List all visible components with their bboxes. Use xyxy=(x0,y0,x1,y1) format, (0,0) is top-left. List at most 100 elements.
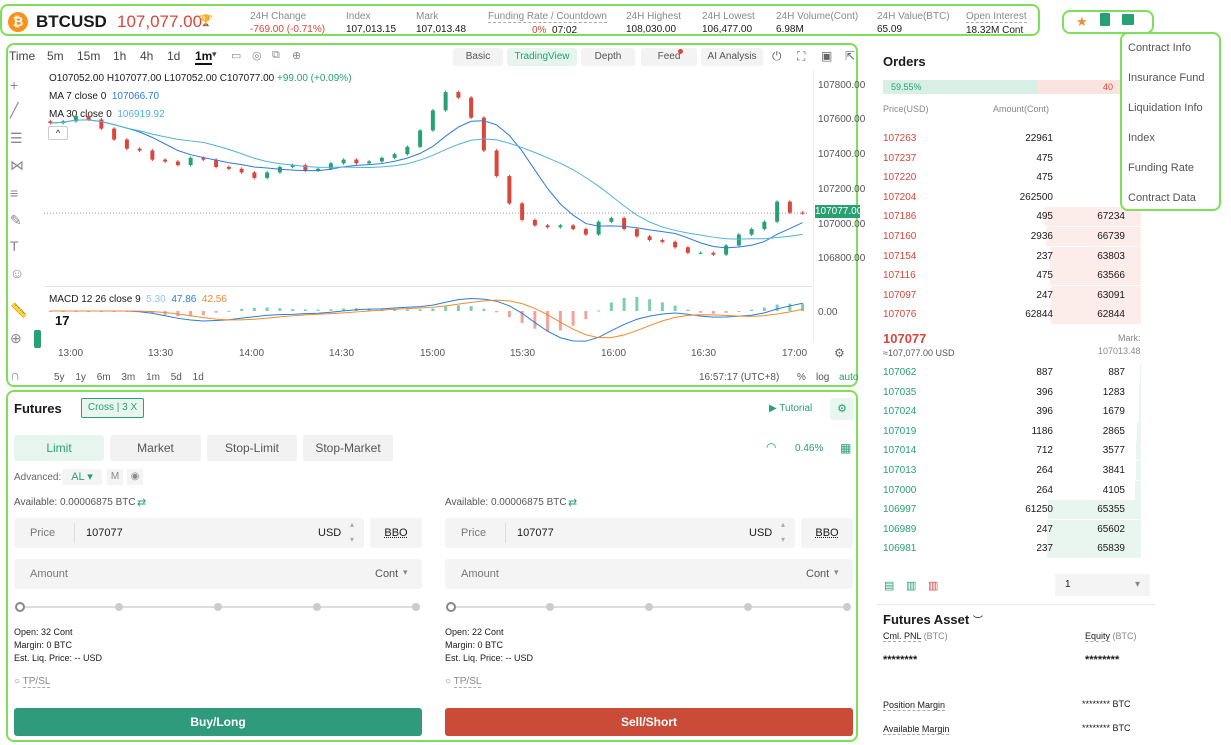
orderbook-row[interactable]: 107000 264 4105 xyxy=(883,480,1141,500)
transfer-icon-left[interactable]: ⇄ xyxy=(137,497,147,509)
stat-funding-rate[interactable]: Funding Rate / Countdown 0% 07:02 xyxy=(488,11,607,36)
tutorial-link[interactable]: ▶ Tutorial xyxy=(769,403,813,414)
indicator-icon[interactable]: ◎ xyxy=(252,50,262,62)
range-5d[interactable]: 5d xyxy=(170,372,182,383)
orderbook-row[interactable]: 107097 247 63091 xyxy=(883,285,1141,305)
orderbook-row[interactable]: 107237 4753 xyxy=(883,149,1141,168)
cross-leverage-button[interactable]: Cross | 3 X xyxy=(81,398,144,418)
pattern-icon[interactable]: ⋈ xyxy=(10,157,24,173)
range-1y[interactable]: 1y xyxy=(75,372,86,383)
tf-1m[interactable]: 1m xyxy=(195,49,213,65)
tf-1h[interactable]: 1h xyxy=(113,49,127,63)
collapse-toolbar-handle[interactable] xyxy=(34,330,41,348)
advanced-m-button[interactable]: M xyxy=(107,469,123,485)
tf-1d[interactable]: 1d xyxy=(167,49,181,63)
stepper-down-icon[interactable]: ▾ xyxy=(781,535,786,544)
asset-title[interactable]: Futures Asset ︶ xyxy=(883,612,983,627)
orderbook-row[interactable]: 107220 4753 xyxy=(883,168,1141,187)
stepper-up-icon[interactable]: ▴ xyxy=(781,520,786,529)
orderbook-row[interactable]: 106989 247 65602 xyxy=(883,519,1141,539)
orderbook-row[interactable]: 107160 2936 66739 xyxy=(883,227,1141,246)
scale-log[interactable]: log xyxy=(816,372,830,383)
range-6m[interactable]: 6m xyxy=(96,372,111,383)
tf-4h[interactable]: 4h xyxy=(140,49,154,63)
orderbook-row[interactable]: 107263 229612 xyxy=(883,129,1141,148)
stat-open-interest[interactable]: Open Interest 18.32M Cont xyxy=(966,11,1027,36)
chevron-down-icon[interactable]: ▾ xyxy=(212,49,217,59)
ruler-icon[interactable]: 📏 xyxy=(10,302,28,318)
view-depth[interactable]: Depth xyxy=(581,48,635,66)
orderbook-row[interactable]: 107076 62844 62844 xyxy=(883,305,1141,325)
tab-stop-limit[interactable]: Stop-Limit xyxy=(207,435,297,461)
book-asks-icon[interactable]: ▥ xyxy=(928,580,939,592)
amount-input-right[interactable]: Amount Cont ▾ xyxy=(445,559,853,589)
sell-short-button[interactable]: Sell/Short xyxy=(445,708,853,736)
magnet-icon[interactable]: ∩ xyxy=(10,367,21,383)
stepper-down-icon[interactable]: ▾ xyxy=(350,535,355,544)
orderbook-row[interactable]: 107019 1186 2865 xyxy=(883,421,1141,441)
futures-settings-icon[interactable]: ⚙ xyxy=(830,398,854,420)
orderbook-row[interactable]: 106997 61250 65355 xyxy=(883,500,1141,520)
book-icon[interactable] xyxy=(1100,13,1110,26)
slider-handle-left[interactable] xyxy=(15,602,25,612)
menu-contract-data[interactable]: Contract Data xyxy=(1128,192,1196,204)
tpsl-checkbox-right[interactable]: ○ TP/SL xyxy=(445,676,482,688)
view-feed[interactable]: Feed xyxy=(641,48,697,66)
tpsl-checkbox-left[interactable]: ○ TP/SL xyxy=(14,676,51,688)
view-ai-analysis[interactable]: AI Analysis xyxy=(701,48,763,66)
depth-select[interactable]: 1 ▾ xyxy=(1055,574,1150,596)
eye-icon[interactable]: ◉ xyxy=(127,469,143,485)
transfer-icon-right[interactable]: ⇄ xyxy=(568,497,578,509)
fullscreen-icon[interactable]: ⛶ xyxy=(797,49,806,63)
price-input-left[interactable]: Price 107077 USD ▴ ▾ xyxy=(14,518,364,548)
add-icon[interactable]: ⊕ xyxy=(292,50,302,62)
fib-icon[interactable]: ≡ xyxy=(10,185,19,201)
zoom-icon[interactable]: ⊕ xyxy=(10,330,22,346)
amount-input-left[interactable]: Amount Cont ▾ xyxy=(14,559,422,589)
chevron-down-icon[interactable]: ▾ xyxy=(403,567,408,577)
chevron-down-icon[interactable]: ▾ xyxy=(834,567,839,577)
symbol-selector[interactable]: BTCUSD xyxy=(36,12,107,31)
tab-limit[interactable]: Limit xyxy=(14,435,104,461)
text-icon[interactable]: T xyxy=(10,238,19,254)
brush-icon[interactable]: ✎ xyxy=(10,212,22,228)
chart-settings-icon[interactable]: ⚙ xyxy=(834,346,845,360)
bbo-button-right[interactable]: BBO xyxy=(801,518,853,548)
tf-5m[interactable]: 5m xyxy=(47,49,64,63)
menu-insurance-fund[interactable]: Insurance Fund xyxy=(1128,72,1205,84)
range-5y[interactable]: 5y xyxy=(54,372,65,383)
scale-percent[interactable]: % xyxy=(797,372,806,383)
buy-long-button[interactable]: Buy/Long xyxy=(14,708,422,736)
view-tradingview[interactable]: TradingView xyxy=(507,48,577,66)
bbo-button-left[interactable]: BBO xyxy=(370,518,422,548)
orderbook-row[interactable]: 107024 396 1679 xyxy=(883,402,1141,422)
menu-index[interactable]: Index xyxy=(1128,132,1155,144)
collapse-legend-button[interactable]: ^ xyxy=(48,126,68,140)
view-basic[interactable]: Basic xyxy=(453,48,503,66)
power-icon[interactable]: ⏻ xyxy=(772,49,782,63)
orderbook-row[interactable]: 107014 712 3577 xyxy=(883,441,1141,461)
book-bids-icon[interactable]: ▥ xyxy=(906,580,917,592)
tf-time[interactable]: Time xyxy=(9,49,36,63)
stepper-up-icon[interactable]: ▴ xyxy=(350,520,355,529)
slider-handle-right[interactable] xyxy=(446,602,456,612)
orderbook-row[interactable]: 107154 237 63803 xyxy=(883,246,1141,266)
orderbook-row[interactable]: 106981 237 65839 xyxy=(883,539,1141,559)
tab-market[interactable]: Market xyxy=(110,435,201,461)
crosshair-icon[interactable]: + xyxy=(10,77,19,93)
horizontal-lines-icon[interactable]: ☰ xyxy=(10,130,23,146)
orderbook-row[interactable]: 107116 475 63566 xyxy=(883,266,1141,286)
emoji-icon[interactable]: ☺ xyxy=(10,265,25,281)
menu-liquidation-info[interactable]: Liquidation Info xyxy=(1128,102,1203,114)
book-both-icon[interactable]: ▤ xyxy=(884,580,895,592)
mail-icon[interactable] xyxy=(1122,14,1134,25)
price-chart-svg[interactable] xyxy=(44,70,814,345)
orderbook-row[interactable]: 107062 887 887 xyxy=(883,363,1141,382)
star-icon[interactable]: ★ xyxy=(1076,14,1088,29)
compare-icon[interactable]: ⧉ xyxy=(272,49,280,61)
range-1d[interactable]: 1d xyxy=(192,372,204,383)
tab-stop-market[interactable]: Stop-Market xyxy=(303,435,393,461)
orderbook-row[interactable]: 107186 495 67234 xyxy=(883,207,1141,227)
layout-icon[interactable]: ▣ xyxy=(821,49,833,63)
orderbook-row[interactable]: 107204 2625003 xyxy=(883,188,1141,207)
